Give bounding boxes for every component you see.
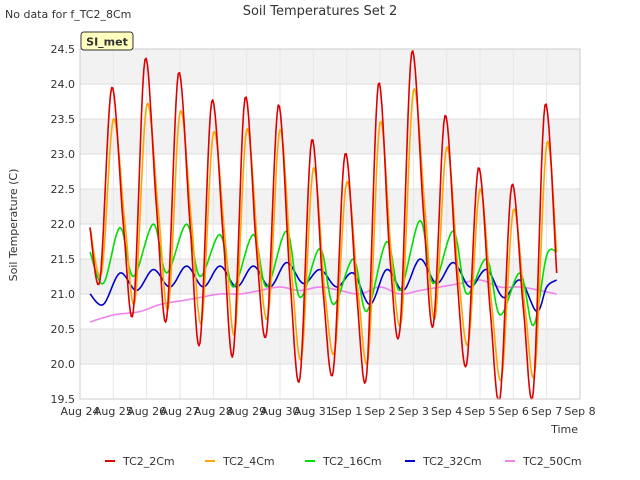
background-band <box>80 49 580 84</box>
y-tick-label: 24.5 <box>51 43 76 56</box>
x-tick-label: Aug 24 <box>61 405 100 418</box>
chart-title: Soil Temperatures Set 2 <box>243 4 398 19</box>
plot-frame <box>79 48 581 400</box>
x-tick-label: Sep 5 <box>464 405 495 418</box>
y-tick-label: 20.5 <box>51 323 76 336</box>
x-tick-label: Aug 27 <box>161 405 200 418</box>
y-tick-label: 19.5 <box>51 393 76 406</box>
series-layer <box>89 50 558 400</box>
y-tick-label: 21.5 <box>51 253 76 266</box>
x-tick-label: Aug 28 <box>194 405 233 418</box>
y-tick-label: 22.0 <box>51 218 76 231</box>
series-line-TC2_50Cm <box>89 279 557 323</box>
legend: TC2_2Cm TC2_4Cm TC2_16Cm TC2_32Cm TC2_50Cm <box>105 455 582 468</box>
y-tick-labels: 19.5 20.0 20.5 21.0 21.5 22.0 22.5 23.0 23.5 24.0… <box>51 43 76 406</box>
y-tick-label: 22.5 <box>51 183 76 196</box>
x-tick-label: Sep 7 <box>531 405 562 418</box>
legend-label: TC2_2Cm <box>122 455 175 468</box>
y-tick-label: 20.0 <box>51 358 76 371</box>
legend-label: TC2_50Cm <box>522 455 582 468</box>
y-axis-label: Soil Temperature (C) <box>7 169 20 282</box>
y-tick-label: 24.0 <box>51 78 76 91</box>
x-tick-label: Aug 31 <box>294 405 333 418</box>
x-tick-label: Sep 4 <box>431 405 462 418</box>
legend-label: TC2_16Cm <box>322 455 382 468</box>
no-data-note: No data for f_TC2_8Cm <box>5 8 131 21</box>
x-tick-label: Aug 26 <box>127 405 166 418</box>
x-tick-label: Sep 3 <box>398 405 429 418</box>
x-tick-label: Sep 6 <box>498 405 529 418</box>
plot-background-bands <box>80 49 580 399</box>
legend-label: TC2_32Cm <box>422 455 482 468</box>
x-tick-label: Sep 8 <box>564 405 595 418</box>
y-tick-label: 23.5 <box>51 113 76 126</box>
series-line-TC2_2Cm <box>89 50 558 400</box>
y-tick-label: 21.0 <box>51 288 76 301</box>
x-axis-label: Time <box>550 423 578 436</box>
x-tick-label: Aug 29 <box>227 405 266 418</box>
x-tick-label: Sep 1 <box>331 405 362 418</box>
background-band <box>80 154 580 189</box>
background-band <box>80 119 580 154</box>
site-badge-label: SI_met <box>86 36 128 49</box>
background-band <box>80 84 580 119</box>
x-tick-label: Sep 2 <box>364 405 395 418</box>
x-tick-label: Aug 30 <box>261 405 300 418</box>
background-band <box>80 189 580 224</box>
x-tick-label: Aug 25 <box>94 405 133 418</box>
series-line-TC2_16Cm <box>89 219 557 327</box>
y-tick-label: 23.0 <box>51 148 76 161</box>
background-band <box>80 224 580 259</box>
legend-label: TC2_4Cm <box>222 455 275 468</box>
site-badge-box <box>80 31 134 51</box>
site-badge: SI_met <box>80 31 134 51</box>
